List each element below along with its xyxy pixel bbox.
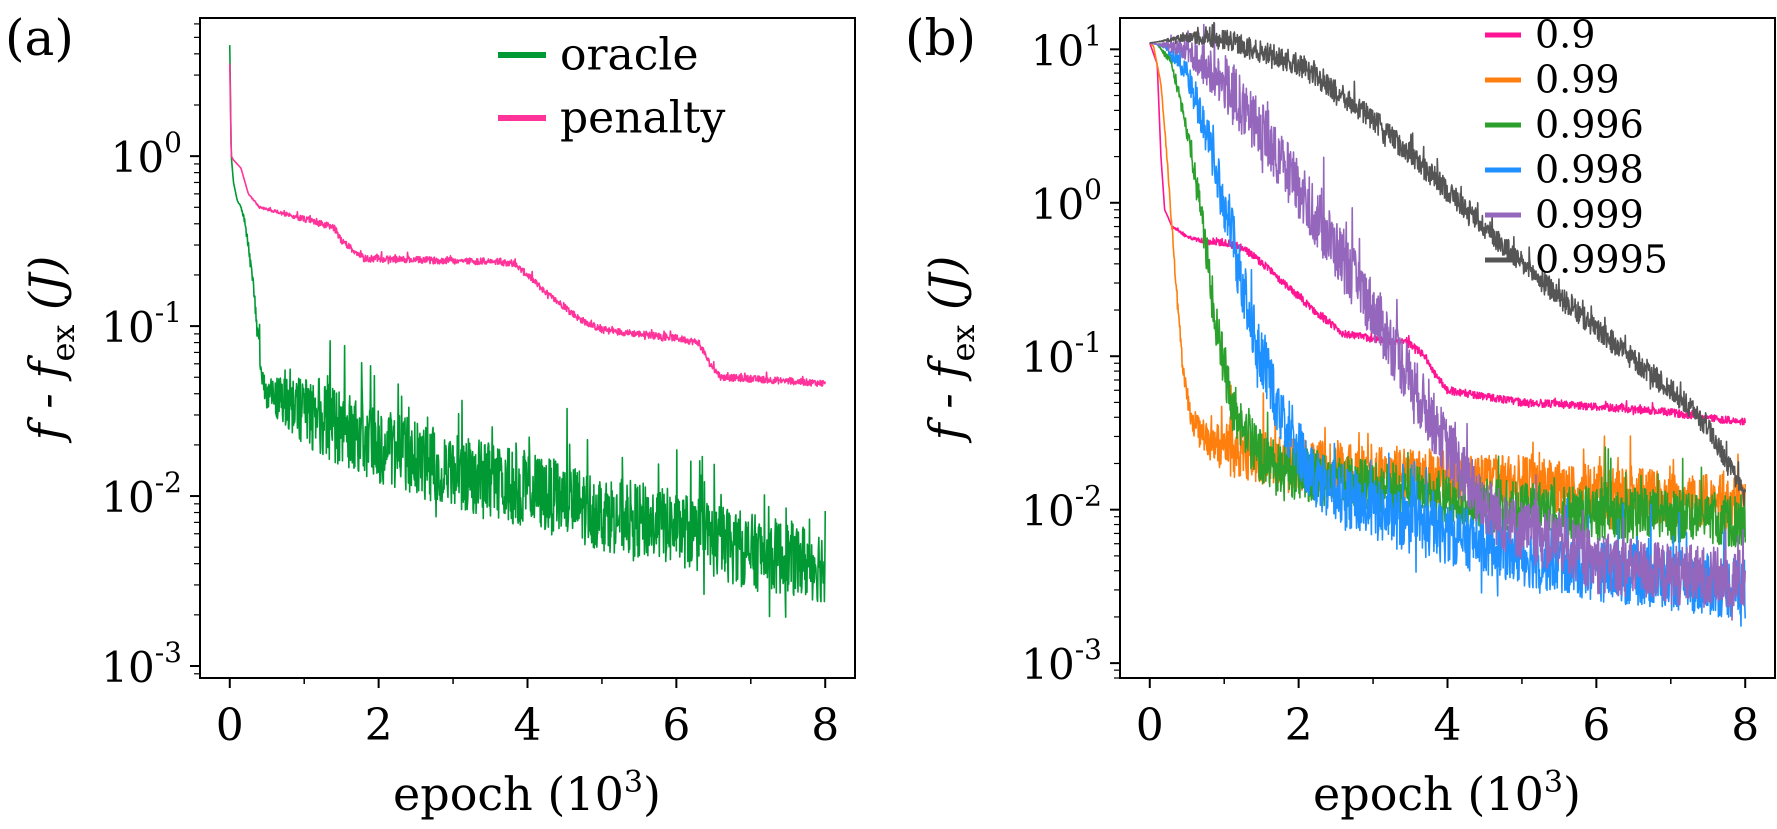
legend-label-0.998: 0.998 bbox=[1535, 148, 1644, 192]
x-tick-label: 6 bbox=[1582, 700, 1610, 751]
panel-b-y-axis-label: f - fex (J) bbox=[919, 256, 982, 444]
y-tick-label: 10-2 bbox=[101, 466, 182, 522]
panel-b-x-ticks: 0 2 4 6 8 bbox=[1136, 678, 1759, 751]
panel-b-y-ticks: 10-3 10-2 10-1 100 101 bbox=[1021, 19, 1120, 689]
legend-label-0.9: 0.9 bbox=[1535, 13, 1595, 57]
x-tick-label: 0 bbox=[216, 700, 244, 751]
legend-label-0.996: 0.996 bbox=[1535, 103, 1644, 147]
legend-label-0.99: 0.99 bbox=[1535, 58, 1620, 102]
series-line-0.996 bbox=[1149, 42, 1747, 548]
x-tick-label: 8 bbox=[811, 700, 839, 751]
panel-a-x-axis-label: epoch (103) bbox=[393, 765, 661, 821]
x-tick-label: 8 bbox=[1731, 700, 1759, 751]
legend-label-0.9995: 0.9995 bbox=[1535, 238, 1668, 282]
panel-a-legend: oracle penalty bbox=[498, 30, 726, 144]
series-line-0.9 bbox=[1149, 42, 1747, 426]
x-tick-label: 2 bbox=[1285, 700, 1313, 751]
x-tick-label: 4 bbox=[514, 700, 542, 751]
panel-a-series bbox=[228, 45, 827, 618]
series-line-0.999 bbox=[1149, 22, 1747, 621]
series-line-oracle bbox=[228, 45, 827, 618]
y-tick-label: 10-2 bbox=[1021, 480, 1102, 536]
series-line-0.9995 bbox=[1149, 21, 1747, 507]
y-tick-label: 10-1 bbox=[101, 296, 182, 352]
panel-b-x-axis-label: epoch (103) bbox=[1313, 765, 1581, 821]
panel-a-y-axis-label: f - fex (J) bbox=[19, 256, 82, 444]
legend-label-penalty: penalty bbox=[560, 93, 726, 144]
panel-a-x-ticks: 0 2 4 6 8 bbox=[216, 678, 839, 751]
x-tick-label: 4 bbox=[1434, 700, 1462, 751]
series-line-penalty bbox=[228, 63, 827, 388]
y-tick-label: 10-3 bbox=[1021, 633, 1102, 689]
legend-label-oracle: oracle bbox=[560, 30, 699, 81]
x-tick-label: 6 bbox=[662, 700, 690, 751]
panel-a-label: (a) bbox=[5, 9, 74, 67]
y-tick-label: 100 bbox=[1031, 173, 1102, 229]
x-tick-label: 2 bbox=[365, 700, 393, 751]
y-tick-label: 100 bbox=[111, 126, 182, 182]
y-tick-label: 10-1 bbox=[1021, 326, 1102, 382]
x-tick-label: 0 bbox=[1136, 700, 1164, 751]
panel-a-y-ticks: 10-3 10-2 10-1 100 bbox=[101, 23, 200, 692]
panel-b-label: (b) bbox=[905, 9, 976, 67]
y-tick-label: 101 bbox=[1031, 19, 1102, 75]
y-tick-label: 10-3 bbox=[101, 636, 182, 692]
panel-b-series bbox=[1149, 21, 1747, 627]
legend-label-0.999: 0.999 bbox=[1535, 193, 1644, 237]
